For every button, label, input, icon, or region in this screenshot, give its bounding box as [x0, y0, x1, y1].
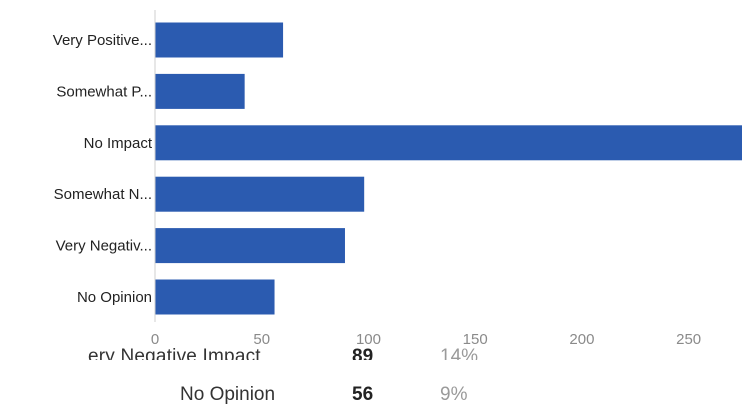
x-tick-label-0: 0: [151, 331, 159, 348]
bar-5: [155, 279, 275, 315]
x-tick-label-2: 100: [356, 331, 381, 348]
category-label-4: Very Negativ...: [56, 238, 152, 255]
bar-2: [155, 125, 742, 161]
bar-3: [155, 176, 365, 212]
category-label-3: Somewhat N...: [54, 186, 152, 203]
table-row-label: No Opinion: [180, 384, 276, 405]
table-row: No Opinion 56 9%: [0, 384, 742, 412]
category-label-1: Somewhat P...: [56, 83, 152, 100]
category-label-2: No Impact: [84, 135, 153, 152]
category-label-0: Very Positive...: [53, 32, 152, 49]
x-tick-label-3: 150: [463, 331, 488, 348]
bar-chart: Very Positive... Somewhat P... No Impact So…: [53, 10, 742, 348]
table-row-percent: 9%: [440, 384, 468, 405]
table-row-label: ery Negative Impact: [88, 346, 261, 360]
bar-1: [155, 73, 245, 109]
x-tick-label-4: 200: [569, 331, 594, 348]
x-axis-ticks: 0 50 100 150 200 250: [151, 331, 701, 348]
table-row-count: 89: [352, 346, 374, 360]
x-tick-label-5: 250: [676, 331, 701, 348]
bars: [155, 22, 742, 315]
table-row-percent: 14%: [440, 346, 479, 360]
bar-4: [155, 228, 345, 264]
bar-0: [155, 22, 284, 58]
table-row-partial: ery Negative Impact 89 14%: [0, 342, 742, 360]
category-label-5: No Opinion: [77, 289, 152, 306]
category-labels: Very Positive... Somewhat P... No Impact So…: [53, 32, 153, 306]
x-tick-label-1: 50: [253, 331, 270, 348]
table-row-count: 56: [352, 384, 374, 405]
